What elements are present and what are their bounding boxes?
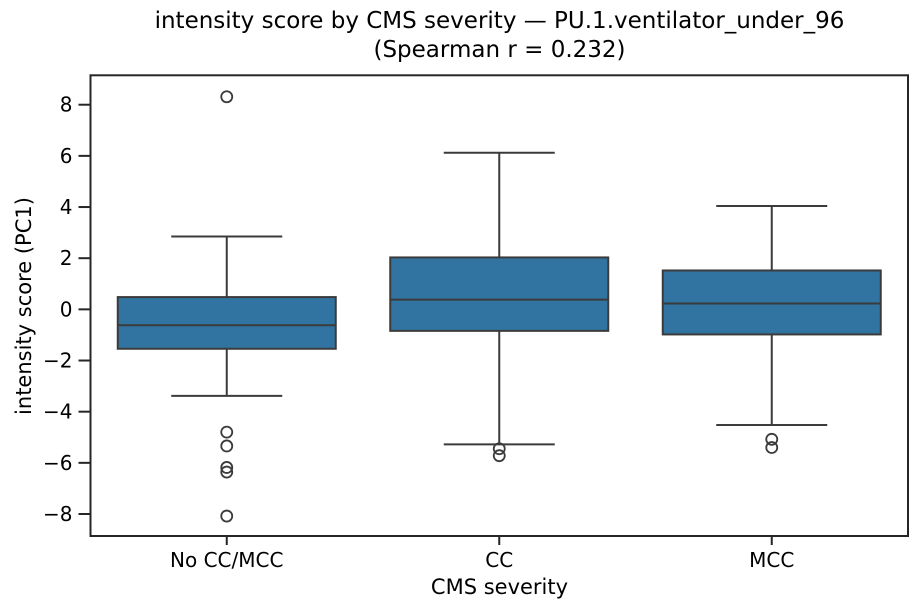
- chart-title: intensity score by CMS severity — PU.1.v…: [154, 8, 845, 34]
- y-tick-label: 6: [60, 144, 73, 168]
- y-tick-label: −8: [43, 502, 72, 526]
- box-mcc: [661, 205, 882, 454]
- outlier-point: [220, 439, 234, 453]
- y-tick-label: −4: [43, 400, 72, 424]
- outlier-point: [220, 509, 234, 523]
- y-tick-label: −6: [43, 451, 72, 475]
- y-axis-label: intensity score (PC1): [12, 197, 36, 415]
- iqr-box: [116, 296, 337, 350]
- x-axis-label: CMS severity: [430, 575, 569, 599]
- x-tick-label: CC: [485, 548, 513, 572]
- chart-title-block: intensity score by CMS severity — PU.1.v…: [91, 7, 908, 65]
- outlier-point: [220, 425, 234, 439]
- y-tick-label: 0: [60, 297, 73, 321]
- outlier-point: [765, 441, 779, 454]
- outlier-point: [220, 465, 234, 479]
- x-tick-label: No CC/MCC: [170, 548, 283, 572]
- y-tick-label: −2: [43, 349, 72, 373]
- y-tick-label: 8: [60, 93, 73, 117]
- x-tick-label: MCC: [749, 548, 794, 572]
- y-tick-label: 2: [60, 246, 73, 270]
- y-tick-label: 4: [60, 195, 73, 219]
- outlier-point: [220, 461, 234, 474]
- outlier-point: [765, 432, 779, 446]
- box-cc: [389, 151, 610, 463]
- outlier-point: [220, 90, 234, 104]
- outlier-point: [492, 449, 506, 463]
- chart-subtitle: (Spearman r = 0.232): [373, 37, 626, 63]
- box-no-cc-mcc: [116, 90, 337, 523]
- iqr-box: [389, 256, 610, 332]
- iqr-box: [661, 269, 882, 336]
- outlier-point: [492, 442, 506, 456]
